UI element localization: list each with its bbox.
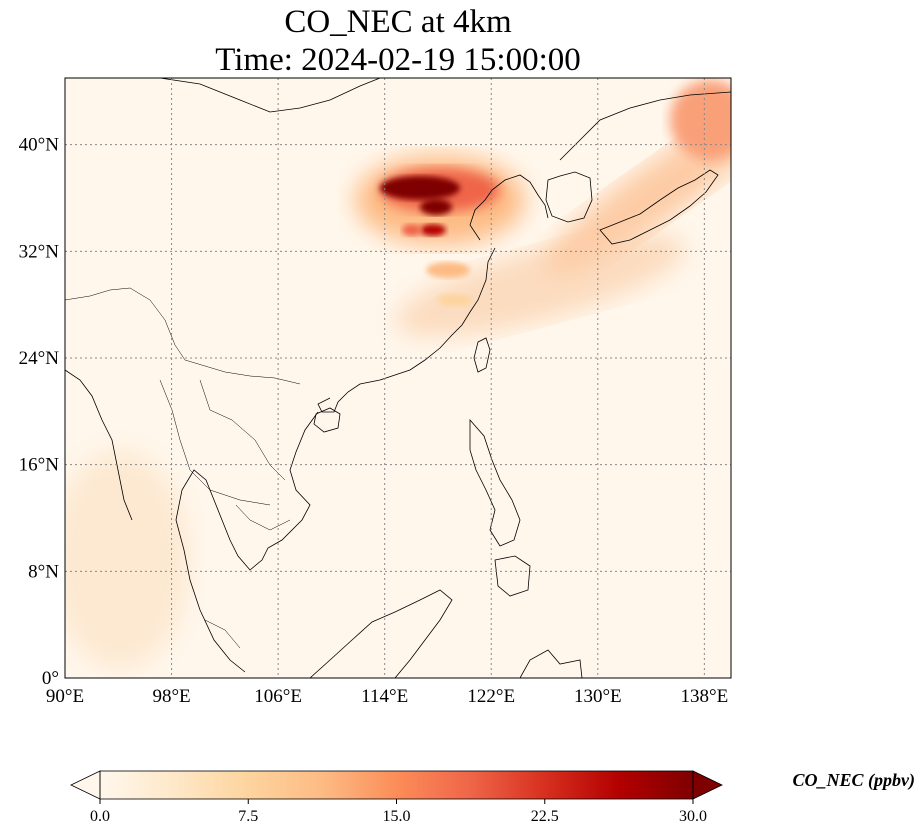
colorbar-tick-label: 30.0: [679, 808, 707, 825]
x-tick-label: 106°E: [254, 686, 302, 707]
y-tick-label: 32°N: [19, 241, 60, 262]
plume-jiangsu-core: [420, 224, 446, 236]
coast-northern-border: [159, 78, 381, 113]
x-tick-label: 90°E: [46, 686, 84, 707]
y-tick-label: 16°N: [19, 455, 60, 476]
border-cambodia: [235, 504, 291, 531]
coast-taiwan: [473, 337, 491, 373]
plume-ncp-core: [380, 176, 460, 200]
border-india-myanmar: [65, 287, 186, 361]
y-tick-label: 0°: [42, 668, 59, 689]
coast-philippines: [469, 418, 521, 547]
coast-mindanao: [494, 555, 531, 597]
plume-northeast-corner: [670, 80, 731, 160]
coastlines: [65, 78, 731, 678]
colorbar-tick-label: 22.5: [531, 808, 559, 825]
colorbar-extend-max: [692, 770, 723, 800]
colorbar-tick-label: 0.0: [90, 808, 110, 825]
border-laos: [199, 379, 286, 481]
coast-sulawesi: [519, 649, 583, 678]
y-axis-ticks: 0° 8°N 16°N 24°N 32°N 40°N: [19, 135, 60, 689]
plume-patch-1: [402, 224, 422, 236]
plume-east-china-sea: [394, 233, 686, 337]
concentration-field: [65, 80, 731, 670]
coast-korea: [545, 171, 593, 223]
coast-ne-china: [559, 91, 731, 161]
x-tick-label: 138°E: [681, 686, 729, 707]
colorbar-tick-label: 15.0: [383, 808, 411, 825]
gridlines: [64, 78, 731, 679]
plume-west-haze: [65, 450, 190, 670]
colorbar-ticks: 0.0 7.5 15.0 22.5 30.0: [90, 799, 707, 825]
map-title: CO_NEC at 4km: [284, 4, 512, 40]
x-tick-label: 114°E: [361, 686, 408, 707]
map-frame: [64, 77, 732, 679]
colorbar-tick-label: 7.5: [238, 808, 258, 825]
colorbar-extend-min: [70, 770, 101, 800]
border-china-sea: [184, 359, 301, 385]
plume-patch-3: [437, 294, 473, 306]
map-subtitle-time: Time: 2024-02-19 15:00:00: [215, 42, 581, 78]
colorbar-gradient: [100, 771, 693, 799]
x-axis-ticks: 90°E 98°E 106°E 114°E 122°E 130°E 138°E: [46, 686, 728, 707]
plume-shandong-core: [420, 199, 452, 215]
coast-japan: [599, 169, 719, 245]
coast-indochina: [175, 411, 319, 673]
border-malaysia: [204, 619, 241, 649]
colorbar-label: CO_NEC (ppbv): [792, 770, 916, 790]
coast-myanmar-bay: [65, 369, 133, 521]
x-tick-label: 122°E: [467, 686, 515, 707]
coast-bohai: [469, 174, 549, 241]
coast-borneo: [309, 589, 453, 678]
y-tick-label: 40°N: [19, 135, 60, 156]
y-tick-label: 8°N: [28, 561, 59, 582]
coast-hainan: [313, 407, 341, 433]
colorbar: 0.0 7.5 15.0 22.5 30.0: [70, 770, 723, 825]
plume-patch-2: [426, 262, 470, 278]
coast-china: [317, 247, 496, 413]
y-tick-label: 24°N: [19, 348, 60, 369]
x-tick-label: 98°E: [152, 686, 190, 707]
x-tick-label: 130°E: [574, 686, 622, 707]
